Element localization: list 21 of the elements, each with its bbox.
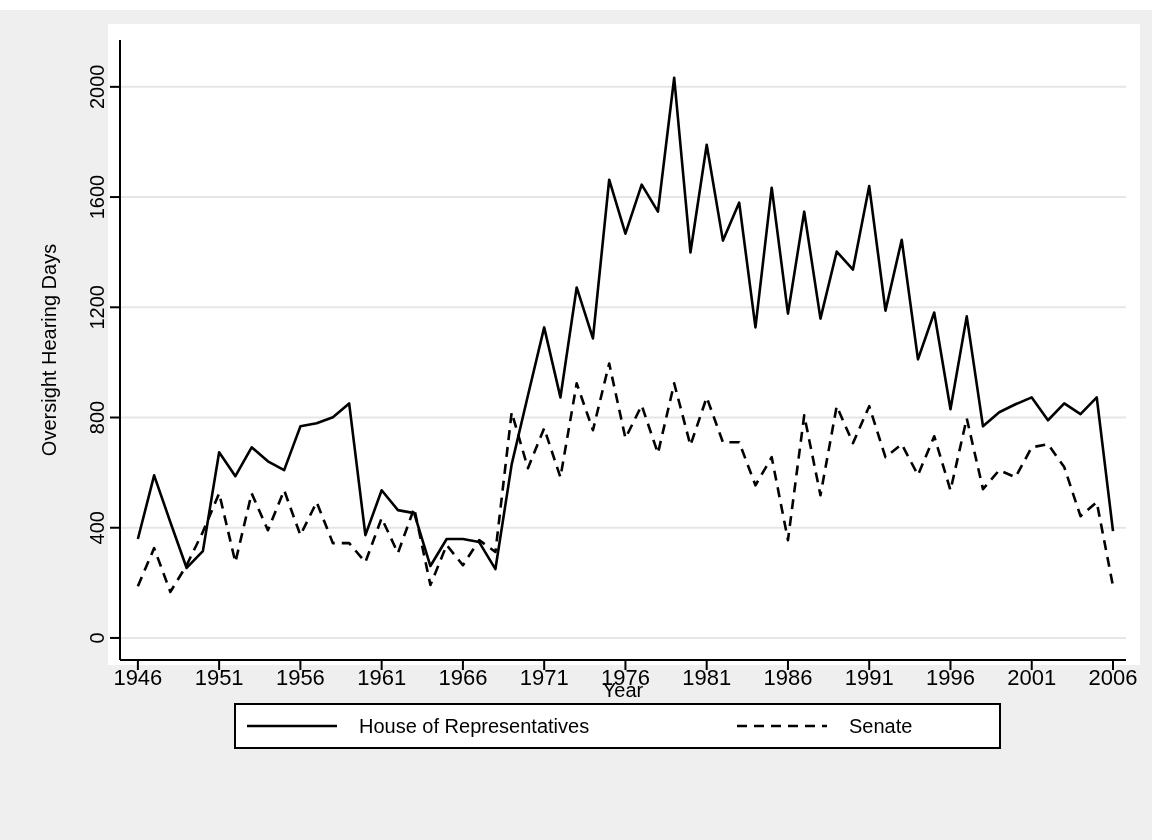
- x-tick-label: 2006: [1088, 665, 1138, 690]
- x-tick-label: 1956: [275, 665, 325, 690]
- x-tick-label: 1991: [844, 665, 894, 690]
- y-axis-title: Oversight Hearing Days: [38, 243, 60, 457]
- y-tick-label: 0: [86, 632, 108, 644]
- x-tick-label: 1986: [763, 665, 813, 690]
- legend-label: House of Representatives: [359, 715, 590, 737]
- y-tick-label: 800: [86, 400, 108, 435]
- y-tick-label: 400: [86, 511, 108, 545]
- x-tick-label: 1946: [113, 665, 163, 690]
- x-tick-label: 1971: [519, 665, 569, 690]
- y-tick-label: 1600: [86, 174, 108, 220]
- x-tick-label: 1966: [438, 665, 488, 690]
- legend-label: Senate: [849, 715, 913, 737]
- y-tick-label: 2000: [86, 64, 108, 110]
- x-tick-label: 1996: [926, 665, 975, 690]
- x-tick-label: 1961: [357, 665, 407, 690]
- x-tick-label: 1981: [682, 665, 732, 690]
- x-tick-label: 2001: [1007, 665, 1057, 690]
- x-tick-label: 1951: [194, 665, 244, 690]
- y-tick-label: 1200: [86, 285, 108, 330]
